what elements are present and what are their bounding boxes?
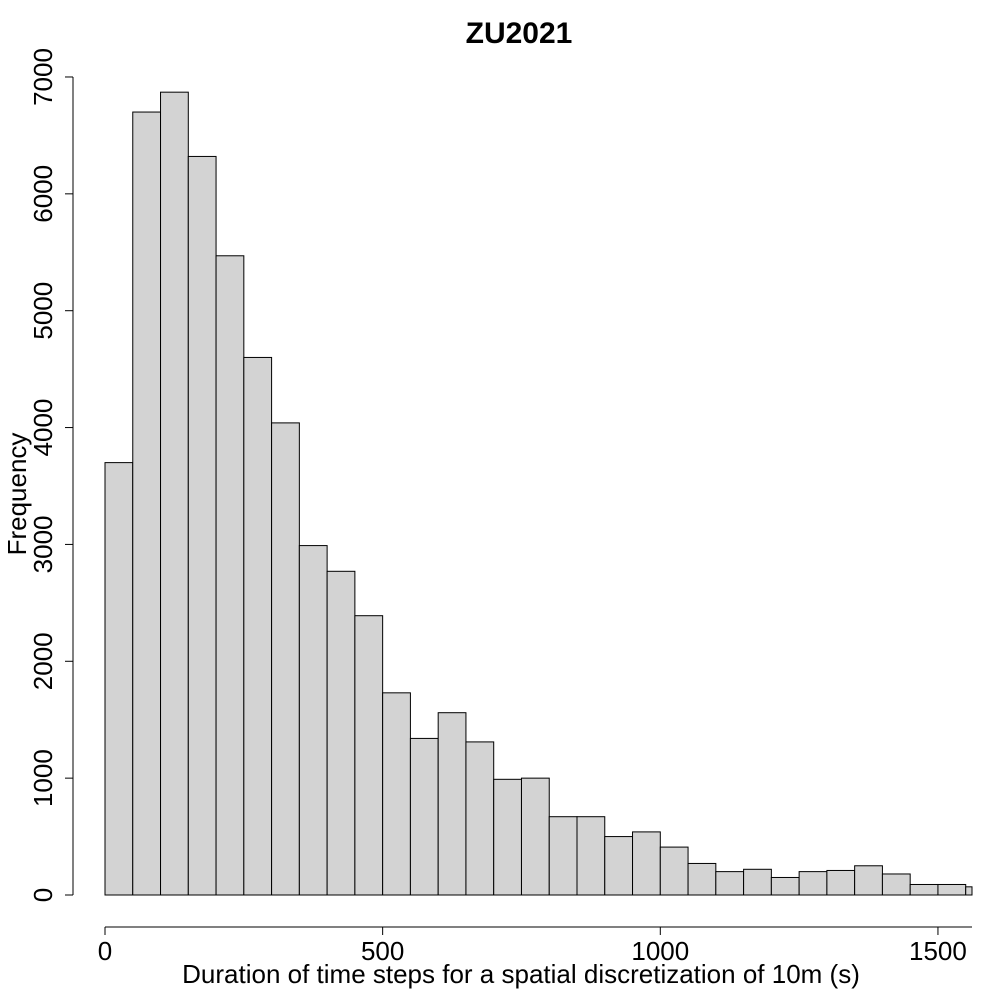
- histogram-bar: [937, 883, 967, 896]
- histogram-bar: [382, 692, 411, 896]
- x-tick-label: 1500: [909, 936, 967, 966]
- y-tick-label: 5000: [28, 282, 58, 340]
- y-tick-label: 2000: [28, 632, 58, 690]
- x-axis-label: Duration of time steps for a spatial dis…: [182, 959, 860, 989]
- histogram-bar: [104, 462, 134, 896]
- y-tick-label: 6000: [28, 165, 58, 223]
- histogram-bar: [493, 778, 522, 896]
- histogram-bar: [215, 255, 245, 896]
- histogram-bar: [132, 111, 162, 896]
- bars-group: [104, 91, 973, 896]
- y-tick-label: 1000: [28, 749, 58, 807]
- histogram-bar: [770, 876, 800, 896]
- y-axis: 0 1000 2000 3000 4000 5000 6000 7000: [28, 48, 74, 902]
- histogram-bar: [520, 777, 550, 896]
- histogram-bar: [604, 836, 634, 896]
- histogram-bar: [798, 871, 828, 896]
- y-tick-label: 4000: [28, 399, 58, 457]
- histogram-bar: [715, 871, 745, 896]
- y-tick-label: 3000: [28, 515, 58, 573]
- chart-title: ZU2021: [466, 17, 573, 50]
- histogram-bar: [354, 615, 384, 896]
- histogram-bar: [160, 91, 189, 896]
- y-axis-label: Frequency: [2, 433, 32, 556]
- histogram-bar: [881, 873, 911, 896]
- y-tick-label: 7000: [28, 48, 58, 106]
- x-axis: 0 500 1000 1500: [98, 926, 972, 966]
- histogram-bar: [243, 356, 273, 896]
- histogram-bar: [326, 570, 356, 896]
- histogram-bar: [965, 886, 973, 896]
- x-tick-label: 0: [98, 936, 112, 966]
- y-tick-label: 0: [28, 888, 58, 902]
- histogram-bar: [548, 816, 578, 896]
- histogram-bar: [909, 883, 939, 896]
- x-tick-label: 500: [361, 936, 404, 966]
- histogram-bar: [687, 862, 717, 896]
- histogram-bar: [437, 712, 467, 896]
- histogram-bar: [576, 816, 606, 896]
- x-tick-label: 1000: [631, 936, 689, 966]
- histogram-bar: [826, 869, 856, 896]
- histogram-bar: [854, 865, 883, 896]
- histogram-bar: [659, 846, 689, 896]
- histogram-bar: [409, 737, 439, 896]
- histogram-bar: [187, 155, 217, 896]
- histogram-bar: [271, 422, 300, 896]
- histogram-bar: [632, 831, 661, 896]
- histogram-bar: [743, 868, 772, 896]
- histogram-bar: [298, 545, 328, 896]
- histogram-bar: [465, 741, 495, 896]
